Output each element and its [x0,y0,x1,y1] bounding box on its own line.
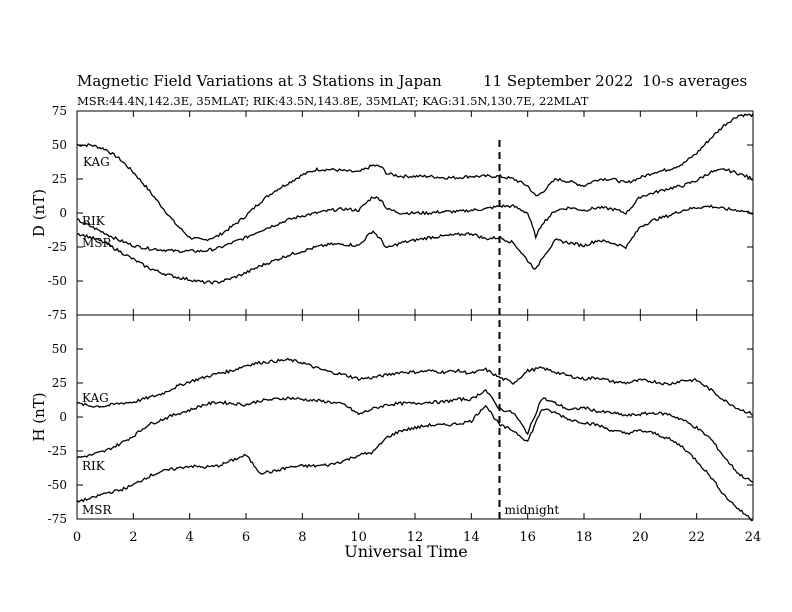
x-axis-label: Universal Time [344,542,467,561]
h-component-panel: -75 -50 -25 0 25 50 H (nT) KAG RIK MSR [30,314,754,526]
x-tick-label: 12 [407,530,424,545]
x-tick-label: 22 [688,530,705,545]
x-tick-label: 4 [186,530,194,545]
x-tick-label: 24 [745,530,762,545]
h-series-msr [76,404,754,522]
chart-date: 11 September 2022 [483,72,634,90]
x-tick-label: 8 [298,530,306,545]
d-ytick-label: 75 [52,104,67,118]
h-series-rik [76,389,754,483]
d-component-panel: -75 -50 -25 0 25 50 75 D (nT) KAG RIK MSR [30,104,754,322]
d-label-kag: KAG [83,155,110,169]
d-series-msr [76,204,754,285]
d-y-axis-label: D (nT) [30,189,48,237]
d-ytick-label: -25 [48,240,67,254]
h-label-rik: RIK [82,459,106,473]
d-label-msr: MSR [82,236,113,250]
x-tick-label: 0 [73,530,81,545]
x-tick-label: 18 [576,530,593,545]
d-ytick-label: -75 [48,308,67,322]
h-ytick-label: 0 [59,410,67,424]
h-series-kag [76,357,754,416]
x-tick-label: 2 [129,530,137,545]
d-label-rik: RIK [82,214,106,228]
h-panel-frame [76,314,754,520]
h-label-msr: MSR [82,503,113,517]
d-ytick-label: 50 [52,138,67,152]
h-ytick-label: 50 [52,342,67,356]
x-tick-label: 20 [632,530,649,545]
h-ytick-label: -75 [48,512,67,526]
d-ytick-label: 25 [52,172,67,186]
x-tick-label: 16 [519,530,536,545]
averaging-note: 10-s averages [642,72,748,90]
h-ytick-label: -25 [48,444,67,458]
h-y-axis-label: H (nT) [30,392,48,441]
x-tick-label: 6 [242,530,250,545]
d-ytick-label: 0 [59,206,67,220]
d-series-rik [76,168,754,254]
h-ytick-label: -50 [48,478,67,492]
chart-title: Magnetic Field Variations at 3 Stations … [77,72,442,90]
d-ytick-label: -50 [48,274,67,288]
d-series-kag [76,113,754,242]
x-tick-label: 14 [463,530,480,545]
h-label-kag: KAG [82,391,109,405]
midnight-label: midnight [505,503,560,517]
station-coordinates: MSR:44.4N,142.3E, 35MLAT; RIK:43.5N,143.… [77,94,589,108]
x-tick-label: 10 [350,530,367,545]
h-ytick-label: 25 [52,376,67,390]
x-axis-tick-labels: 0 2 4 6 8 10 12 14 16 18 20 22 24 [73,530,761,545]
